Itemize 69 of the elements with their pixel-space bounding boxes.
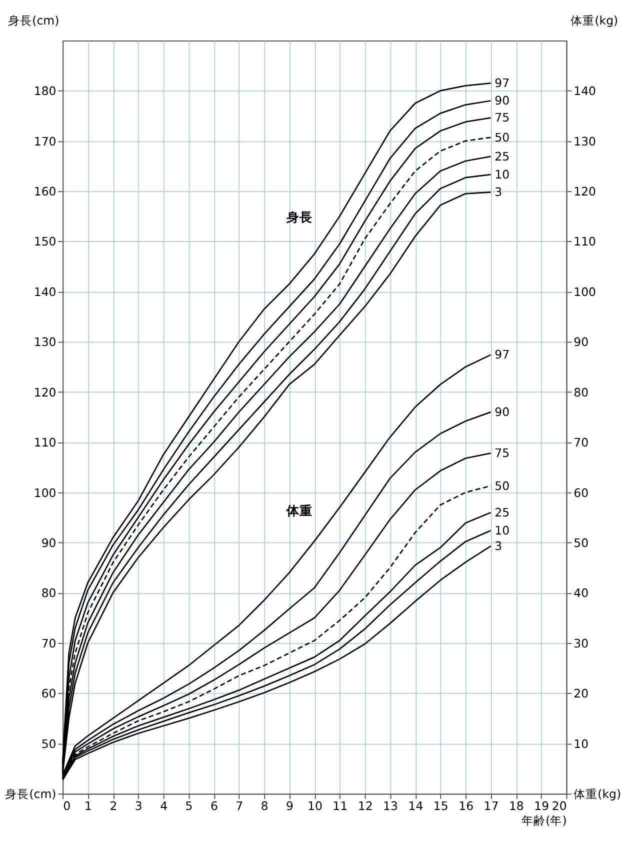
y2-tick-label: 体重(kg) (574, 787, 622, 802)
y2-tick-label: 70 (574, 436, 589, 450)
y-tick-label: 160 (34, 184, 56, 199)
y-tick-label: 170 (34, 134, 56, 148)
x-tick-label: 14 (408, 798, 424, 813)
series-label: 25 (494, 505, 510, 520)
y2-tick-label: 40 (574, 586, 589, 600)
y2-axis-title: 体重(kg) (570, 13, 618, 28)
x-tick-label: 0 (63, 798, 71, 813)
x-tick-label: 1 (84, 798, 92, 813)
y2-tick-label: 90 (574, 335, 589, 350)
series-label: 10 (494, 167, 510, 182)
y2-tick-label: 30 (574, 636, 589, 650)
y-tick-label: 70 (41, 636, 56, 650)
y2-tick-label: 80 (574, 385, 589, 400)
y2-tick-label: 60 (574, 486, 589, 500)
x-axis-title: 年齢(年) (522, 813, 567, 828)
y2-tick-label: 50 (574, 536, 589, 550)
x-tick-label: 15 (433, 798, 448, 813)
y-tick-label: 150 (34, 234, 56, 249)
series-label: 25 (494, 149, 510, 164)
y-tick-label: 60 (41, 686, 56, 701)
annotation: 身長 (285, 209, 312, 224)
x-tick-label: 7 (236, 798, 244, 813)
x-tick-label: 11 (332, 798, 348, 813)
x-tick-label: 3 (134, 798, 142, 813)
series-label: 10 (494, 523, 510, 538)
x-tick-label: 18 (508, 798, 524, 813)
series-label: 75 (494, 110, 510, 125)
y-tick-label: 110 (34, 436, 56, 450)
series-label: 97 (494, 76, 510, 90)
series-label: 3 (494, 185, 502, 200)
x-tick-label: 12 (358, 798, 373, 813)
x-tick-label: 6 (210, 798, 218, 813)
y-tick-label: 50 (41, 736, 56, 751)
y2-tick-label: 10 (574, 736, 589, 751)
annotation: 体重 (285, 503, 312, 518)
series-label: 50 (494, 130, 510, 144)
x-tick-label: 10 (307, 798, 322, 813)
series-label: 75 (494, 446, 510, 460)
x-tick-label: 8 (260, 798, 268, 813)
y2-tick-label: 120 (574, 184, 596, 199)
y-tick-label: 100 (34, 486, 56, 500)
series-label: 90 (494, 404, 510, 419)
y-tick-label: 180 (34, 84, 56, 98)
x-tick-label: 16 (458, 798, 474, 813)
x-tick-label: 9 (286, 798, 294, 813)
y-tick-label: 90 (41, 536, 56, 550)
x-tick-label: 20 (552, 798, 567, 813)
y-tick-label: 身長(cm) (5, 787, 56, 802)
y2-tick-label: 130 (574, 134, 596, 148)
x-tick-label: 4 (160, 798, 168, 813)
y2-tick-label: 20 (574, 686, 589, 701)
x-tick-label: 17 (484, 798, 499, 813)
y-tick-label: 140 (34, 284, 56, 299)
series-label: 3 (494, 539, 502, 554)
y2-tick-label: 110 (574, 234, 596, 249)
x-tick-label: 19 (534, 798, 550, 813)
y2-tick-label: 100 (574, 284, 596, 299)
series-label: 90 (494, 94, 510, 108)
y-tick-label: 130 (34, 335, 56, 350)
series-label: 50 (494, 478, 510, 493)
x-tick-label: 13 (383, 798, 398, 813)
y-tick-label: 80 (41, 586, 56, 600)
y-tick-label: 120 (34, 385, 56, 400)
x-tick-label: 2 (110, 798, 118, 813)
y2-tick-label: 140 (574, 84, 596, 98)
x-tick-label: 5 (185, 798, 193, 813)
series-label: 97 (494, 348, 510, 362)
